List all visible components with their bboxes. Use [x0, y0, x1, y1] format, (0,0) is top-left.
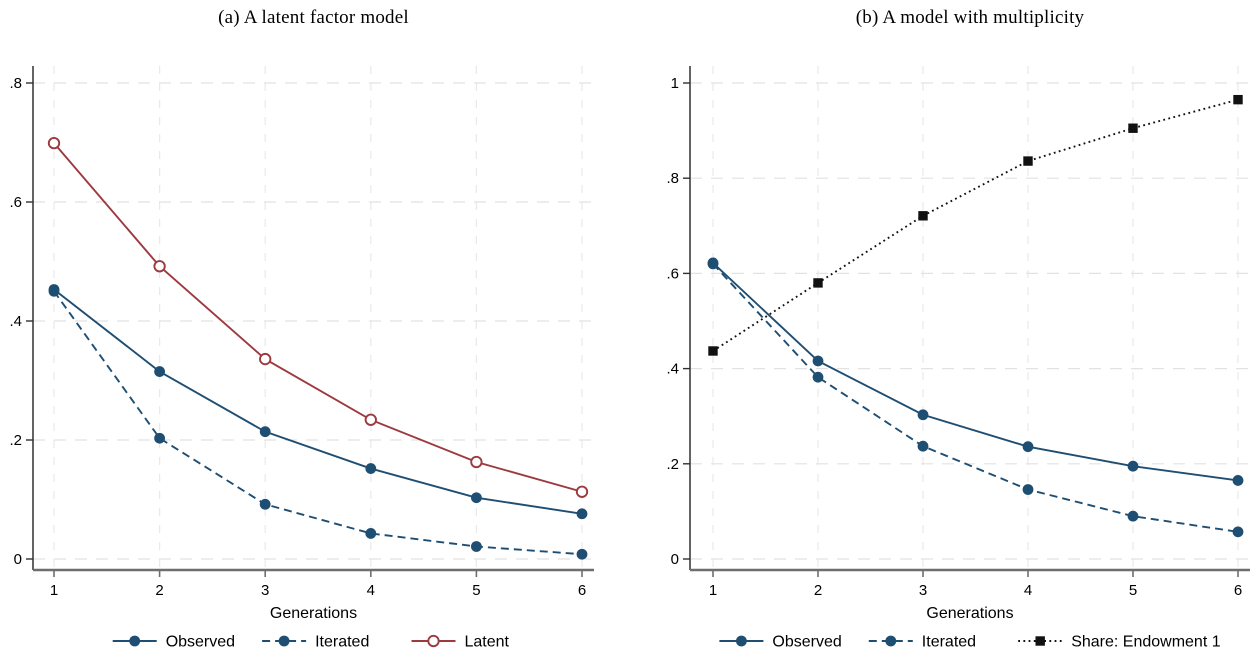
series-line-latent	[53, 142, 583, 493]
y-tick-label: .2	[666, 456, 679, 473]
series-marker-iterated	[1232, 526, 1244, 538]
series-line-iterated	[712, 263, 1239, 533]
series-marker-observed	[1022, 441, 1034, 453]
x-tick-label: 6	[578, 582, 586, 599]
panel-b: (b) A model with multiplicity 0 .2 .4 .6 .8 1…	[630, 0, 1260, 663]
series-marker-iterated	[1022, 484, 1034, 495]
series-marker-share-endowment-1	[1023, 156, 1033, 166]
series-marker-iterated	[154, 432, 166, 444]
legend-marker	[278, 635, 290, 647]
legend-label: Observed	[772, 634, 841, 651]
series-marker-share-endowment-1	[1128, 123, 1138, 133]
panel-a-plot: 0 .2 .4 .6 .8 1 2 3 4 5 6 Generations Observed Iterat…	[9, 66, 594, 651]
series-marker-observed	[471, 492, 482, 504]
series-marker-observed	[812, 355, 824, 367]
series-marker-iterated	[917, 440, 929, 452]
y-tick-label: .2	[9, 432, 22, 449]
series-marker-iterated	[259, 498, 271, 510]
series-marker-share-endowment-1	[1233, 94, 1243, 105]
series-marker-observed	[48, 284, 60, 295]
legend-item-iterated: Iterated	[868, 634, 976, 651]
x-tick-label: 4	[367, 582, 375, 599]
legend-marker	[129, 635, 141, 647]
series-marker-share-endowment-1	[708, 346, 718, 356]
y-tick-label: 0	[671, 551, 679, 568]
series-marker-observed	[259, 426, 271, 438]
series-marker-observed	[576, 508, 588, 520]
x-tick-label: 2	[814, 582, 822, 599]
legend-marker	[885, 635, 897, 647]
series-marker-observed	[1232, 475, 1244, 486]
x-axis-title: Generations	[926, 605, 1013, 622]
legend-marker	[1035, 636, 1045, 646]
legend-label: Iterated	[922, 634, 976, 651]
series-marker-observed	[1127, 460, 1139, 472]
y-tick-label: 0	[14, 551, 22, 568]
panel-a: (a) A latent factor model 0 .2 .4 .6 .8 1 2 3 4 5…	[9, 7, 594, 651]
panel-b-plot: 0 .2 .4 .6 .8 1 1 2 3 4 5 6 Generations Observed Itera…	[666, 66, 1250, 651]
series-marker-share-endowment-1	[813, 278, 823, 288]
y-tick-label: .4	[9, 313, 22, 330]
y-tick-label: .6	[9, 194, 22, 211]
x-tick-label: 4	[1024, 582, 1032, 599]
series-line-share-endowment-1	[712, 98, 1239, 352]
series-marker-latent	[470, 455, 483, 469]
series-marker-latent	[47, 136, 61, 150]
legend-item-latent: Latent	[411, 634, 510, 651]
x-tick-label: 3	[919, 582, 927, 599]
x-tick-label: 3	[261, 582, 269, 599]
panel-b-title: (b) A model with multiplicity	[855, 7, 1085, 28]
y-tick-label: 1	[671, 75, 679, 92]
series-marker-latent	[153, 260, 166, 273]
series-marker-share-endowment-1	[918, 211, 928, 221]
series-marker-observed	[917, 409, 929, 421]
series-marker-latent	[259, 352, 272, 366]
legend-item-share-endowment-1: Share: Endowment 1	[1018, 634, 1221, 651]
legend-item-observed: Observed	[719, 634, 842, 651]
series-marker-iterated	[1127, 510, 1139, 522]
series-marker-observed	[154, 366, 166, 377]
series-marker-latent	[364, 413, 377, 426]
x-tick-label: 1	[709, 582, 717, 599]
y-tick-label: .4	[666, 361, 679, 378]
series-marker-iterated	[365, 528, 377, 539]
x-axis-title: Generations	[270, 605, 357, 622]
y-tick-label: .8	[666, 170, 679, 187]
legend-marker	[736, 635, 747, 647]
series-line-observed	[53, 288, 583, 515]
legend-label: Iterated	[315, 634, 369, 651]
legend-marker	[427, 634, 440, 648]
y-tick-label: .8	[9, 75, 22, 92]
legend-label: Latent	[465, 634, 510, 651]
series-marker-observed	[365, 463, 377, 474]
x-tick-label: 6	[1234, 582, 1242, 599]
series-marker-iterated	[471, 541, 482, 552]
series-marker-iterated	[576, 548, 588, 560]
series-marker-latent	[575, 485, 589, 498]
series-line-observed	[712, 262, 1239, 482]
x-tick-label: 1	[50, 582, 58, 599]
series-line-iterated	[53, 290, 583, 556]
y-tick-label: .6	[666, 265, 679, 282]
x-tick-label: 2	[155, 582, 163, 599]
legend-item-iterated: Iterated	[262, 634, 369, 651]
legend-label: Observed	[166, 634, 235, 651]
legend-label: Share: Endowment 1	[1071, 634, 1221, 651]
series-marker-observed	[707, 257, 719, 269]
series-marker-iterated	[812, 371, 824, 383]
x-tick-label: 5	[472, 582, 480, 599]
panel-a-title: (a) A latent factor model	[218, 7, 409, 28]
x-tick-label: 5	[1129, 582, 1137, 599]
legend-item-observed: Observed	[112, 634, 235, 651]
